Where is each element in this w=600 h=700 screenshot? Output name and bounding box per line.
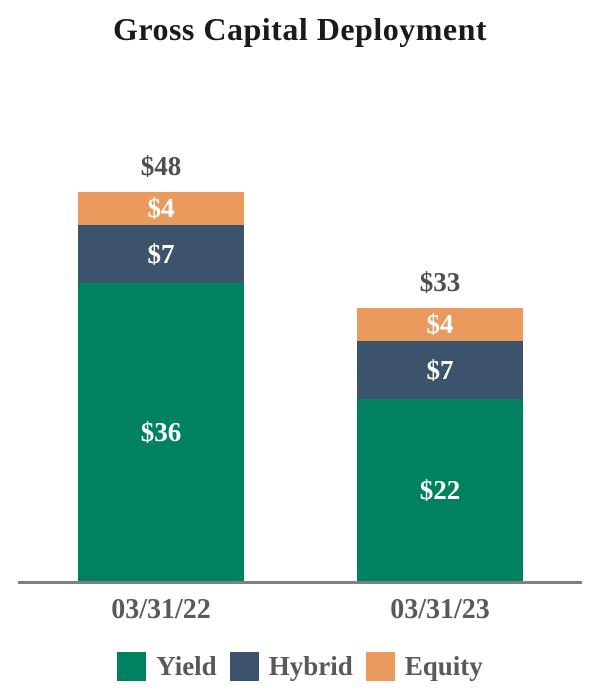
x-axis-label: 03/31/23 xyxy=(390,594,490,625)
legend-label-hybrid: Hybrid xyxy=(268,651,353,681)
legend-swatch-equity xyxy=(365,652,395,681)
bar-segment-equity: $4 xyxy=(78,191,244,226)
segment-value-label: $22 xyxy=(419,475,461,506)
legend-label-equity: Equity xyxy=(404,651,483,681)
legend-swatch-hybrid xyxy=(229,652,259,681)
stacked-bar-03-31-22: $36 $7 $4 xyxy=(78,191,244,582)
legend: Yield Hybrid Equity xyxy=(0,652,600,681)
bar-total-label: $33 xyxy=(419,267,461,298)
legend-item-equity: Equity xyxy=(365,651,483,681)
segment-value-label: $4 xyxy=(426,309,454,340)
bar-segment-yield: $36 xyxy=(78,283,244,582)
legend-item-hybrid: Hybrid xyxy=(229,651,353,681)
segment-value-label: $7 xyxy=(426,354,454,385)
legend-label-yield: Yield xyxy=(156,651,217,681)
legend-item-yield: Yield xyxy=(117,652,217,681)
x-axis-line xyxy=(18,581,582,584)
legend-swatch-yield xyxy=(117,652,147,681)
chart-title: Gross Capital Deployment xyxy=(112,11,488,47)
bar-total-label: $48 xyxy=(140,150,182,181)
bar-segment-hybrid: $7 xyxy=(357,341,523,400)
segment-value-label: $4 xyxy=(147,193,175,223)
x-axis-label: 03/31/22 xyxy=(111,594,211,625)
segment-value-label: $36 xyxy=(140,417,182,448)
bar-segment-equity: $4 xyxy=(357,308,523,342)
bar-segment-yield: $22 xyxy=(357,399,523,582)
stacked-bar-03-31-23: $22 $7 $4 xyxy=(357,308,523,582)
segment-value-label: $7 xyxy=(147,238,175,269)
bar-segment-hybrid: $7 xyxy=(78,225,244,284)
